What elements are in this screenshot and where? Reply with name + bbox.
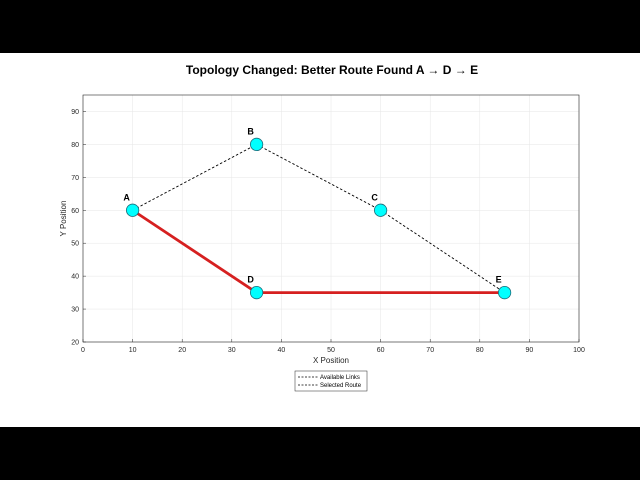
topology-chart: Topology Changed: Better Route Found A →… (59, 63, 585, 392)
y-tick-label: 60 (71, 208, 79, 215)
node-label-a: A (123, 192, 130, 202)
y-tick-label: 70 (71, 175, 79, 182)
x-tick-label: 70 (426, 347, 434, 354)
x-tick-label: 90 (526, 347, 534, 354)
x-tick-label: 80 (476, 347, 484, 354)
legend-entry-available-links: Available Links (320, 375, 360, 381)
x-tick-label: 30 (228, 347, 236, 354)
node-label-e: E (496, 275, 502, 285)
x-axis-ticks: 0 10 20 30 40 50 60 70 80 90 100 (81, 339, 585, 354)
node-e (497, 286, 512, 300)
grid (82, 95, 580, 343)
selected-route (131, 208, 507, 295)
y-tick-label: 80 (71, 142, 79, 149)
node-label-b: B (247, 126, 254, 136)
node-a (126, 203, 140, 217)
x-tick-label: 60 (377, 347, 385, 354)
y-tick-label: 20 (71, 340, 79, 347)
figure: Topology Changed: Better Route Found A →… (0, 53, 640, 427)
x-tick-label: 20 (178, 347, 186, 354)
node-d (250, 286, 264, 300)
link-c-e (380, 209, 505, 293)
x-axis-label: X Position (313, 356, 349, 365)
x-tick-label: 0 (81, 347, 85, 354)
nodes: A B C D E (123, 126, 512, 300)
y-tick-label: 40 (71, 274, 79, 281)
x-tick-label: 40 (278, 347, 286, 354)
y-tick-label: 90 (71, 109, 79, 116)
x-tick-label: 50 (327, 347, 335, 354)
legend-entry-selected-route: Selected Route (320, 383, 362, 389)
y-axis-ticks: 20 30 40 50 60 70 80 90 (71, 109, 86, 347)
x-tick-label: 10 (129, 347, 137, 354)
legend-box (294, 370, 368, 392)
link-b-c (256, 144, 381, 211)
y-axis-label: Y Position (59, 201, 68, 237)
y-tick-label: 30 (71, 307, 79, 314)
link-a-b (132, 144, 257, 211)
route-a-d (131, 208, 259, 295)
legend: Available Links Selected Route (294, 370, 368, 392)
node-label-d: D (247, 275, 254, 285)
node-label-c: C (371, 192, 378, 202)
chart-title: Topology Changed: Better Route Found A →… (186, 63, 478, 77)
available-links (132, 144, 505, 293)
y-tick-label: 50 (71, 241, 79, 248)
x-tick-label: 100 (573, 347, 585, 354)
node-b (250, 137, 264, 152)
node-c (373, 203, 388, 217)
